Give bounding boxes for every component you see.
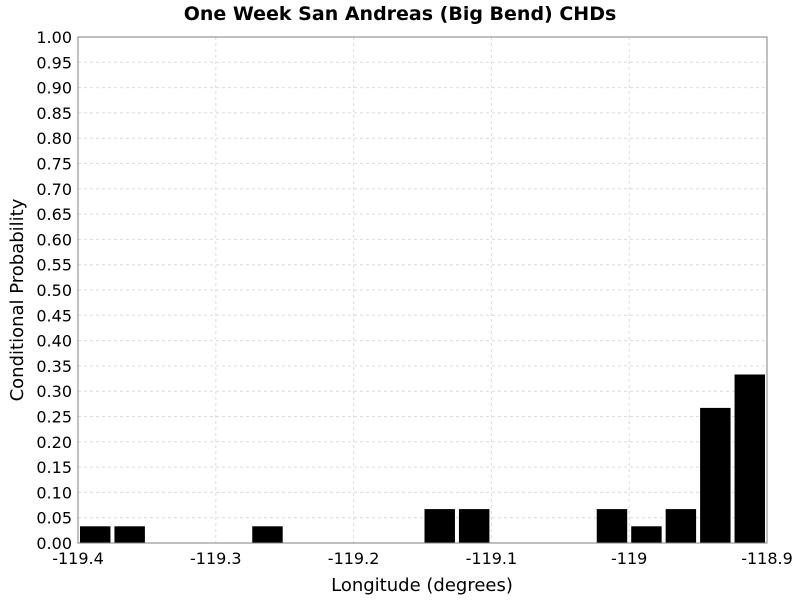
x-tick-label: -119	[611, 549, 647, 568]
y-tick-label: 0.85	[36, 104, 72, 123]
x-tick-labels: -119.4 -119.3 -119.2 -119.1 -119 -118.9	[52, 549, 793, 568]
y-tick-label: 0.90	[36, 79, 72, 98]
bar	[596, 509, 628, 543]
y-tick-label: 0.10	[36, 483, 72, 502]
x-axis-label: Longitude (degrees)	[331, 575, 513, 596]
bar	[252, 526, 283, 543]
y-tick-label: 0.00	[36, 534, 72, 553]
bar	[665, 509, 697, 543]
bars	[80, 374, 765, 543]
y-tick-label: 0.15	[36, 458, 72, 477]
y-tick-label: 0.55	[36, 256, 72, 275]
x-tick-label: -119.1	[466, 549, 518, 568]
bar	[424, 509, 455, 543]
bar	[80, 526, 111, 543]
y-tick-label: 0.35	[36, 357, 72, 376]
bar	[700, 407, 731, 543]
x-tick-label: -119.4	[52, 549, 104, 568]
x-tick-label: -119.2	[328, 549, 380, 568]
y-tick-label: 0.60	[36, 230, 72, 249]
bar	[114, 526, 145, 543]
grid-lines	[77, 36, 768, 544]
x-tick-label: -119.3	[190, 549, 242, 568]
bar	[458, 509, 490, 543]
y-axis-label: Conditional Probability	[7, 198, 28, 401]
y-tick-label: 0.65	[36, 205, 72, 224]
y-tick-label: 0.45	[36, 306, 72, 325]
y-tick-label: 0.25	[36, 408, 72, 427]
y-tick-label: 0.40	[36, 332, 72, 351]
y-tick-labels: 0.00 0.05 0.10 0.15 0.20 0.25 0.30 0.35 0.40 0.45…	[36, 28, 72, 553]
bar	[734, 374, 765, 543]
chart-title: One Week San Andreas (Big Bend) CHDs	[184, 3, 617, 25]
y-tick-label: 0.75	[36, 155, 72, 174]
bar	[631, 526, 662, 543]
y-tick-label: 0.20	[36, 433, 72, 452]
y-tick-label: 0.95	[36, 53, 72, 72]
y-tick-label: 0.70	[36, 180, 72, 199]
y-tick-label: 0.50	[36, 281, 72, 300]
plot-frame	[77, 36, 768, 544]
x-tick-label: -118.9	[741, 549, 793, 568]
y-tick-label: 0.05	[36, 509, 72, 528]
y-tick-label: 0.80	[36, 129, 72, 148]
y-tick-label: 0.30	[36, 382, 72, 401]
y-tick-label: 1.00	[36, 28, 72, 47]
